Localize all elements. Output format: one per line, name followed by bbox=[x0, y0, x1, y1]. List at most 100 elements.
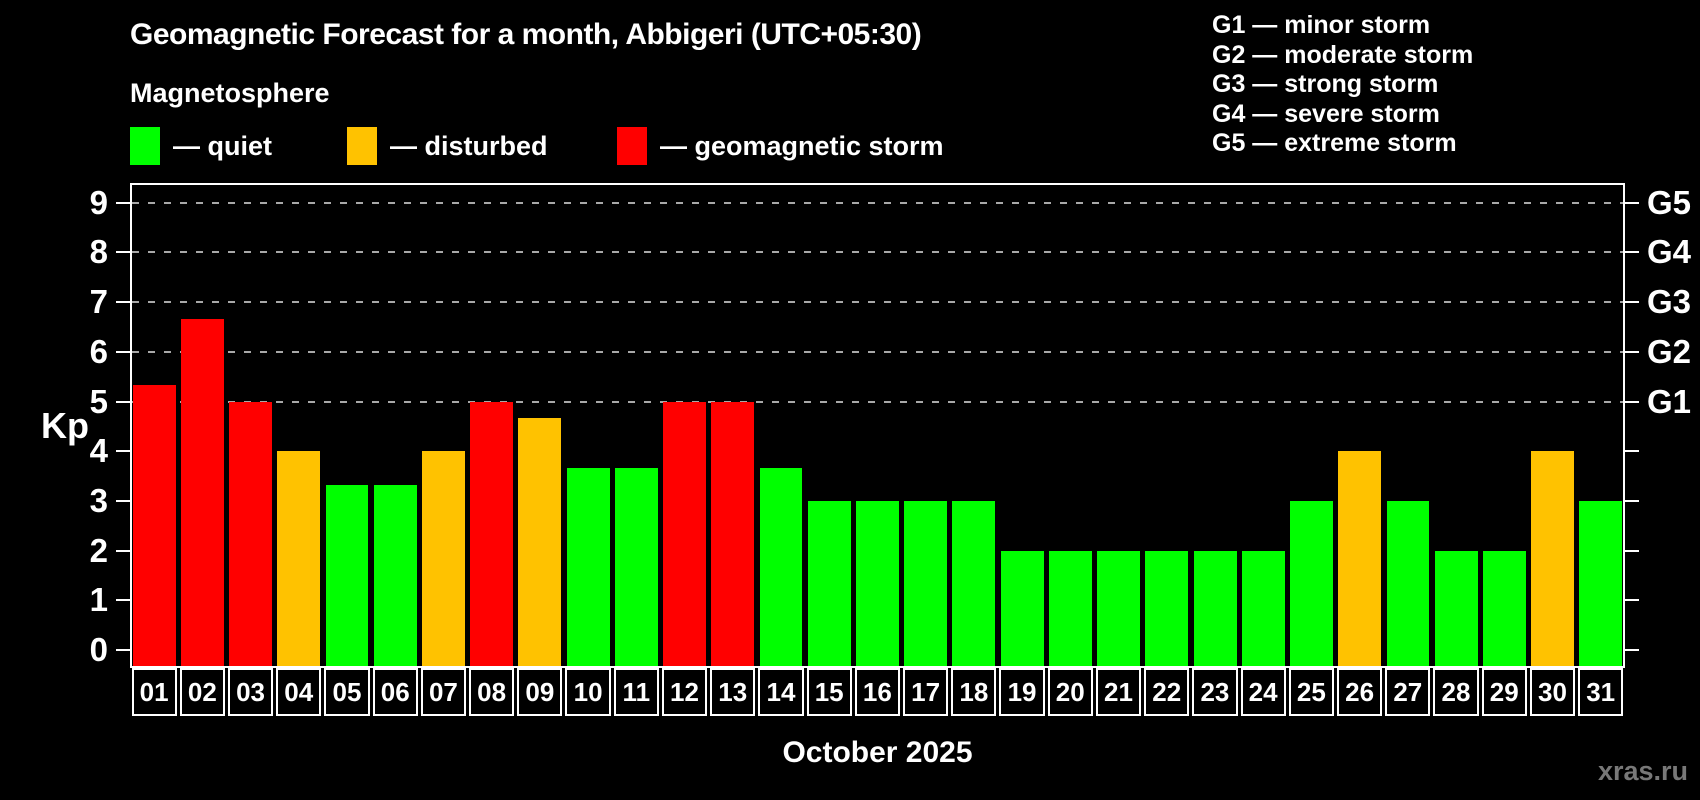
kp-bar-day-11 bbox=[614, 467, 658, 666]
y-tick-left-8 bbox=[116, 251, 130, 254]
y-axis-title: Kp bbox=[41, 405, 89, 446]
kp-bar-day-07 bbox=[422, 451, 465, 666]
day-cell-10: 10 bbox=[565, 668, 611, 716]
gridline-kp9 bbox=[132, 201, 1623, 204]
y-tick-left-5 bbox=[116, 400, 130, 403]
right-axis-label-g5: G5 bbox=[1647, 183, 1692, 221]
y-tick-left-4 bbox=[116, 450, 130, 453]
day-cell-25: 25 bbox=[1288, 668, 1334, 716]
day-cell-14: 14 bbox=[758, 668, 804, 716]
g-legend-line-4: G4 — severe storm bbox=[1212, 99, 1440, 128]
plot-area bbox=[130, 183, 1625, 668]
y-tick-right-2 bbox=[1625, 549, 1639, 552]
storm-color-swatch bbox=[617, 127, 647, 165]
kp-bar-day-06 bbox=[373, 484, 417, 666]
kp-bar-day-23 bbox=[1193, 550, 1237, 666]
y-tick-label-9: 9 bbox=[89, 183, 108, 221]
right-axis-label-g3: G3 bbox=[1647, 283, 1692, 321]
day-cell-23: 23 bbox=[1192, 668, 1238, 716]
day-cell-09: 09 bbox=[517, 668, 563, 716]
kp-bar-day-03 bbox=[229, 401, 272, 666]
right-axis-label-g2: G2 bbox=[1647, 332, 1692, 370]
kp-bar-day-31 bbox=[1579, 500, 1623, 666]
legend-item-quiet: — quiet bbox=[130, 124, 272, 168]
day-cell-24: 24 bbox=[1240, 668, 1286, 716]
kp-bar-day-30 bbox=[1531, 451, 1575, 666]
y-tick-right-6 bbox=[1625, 350, 1639, 353]
right-axis-label-g4: G4 bbox=[1647, 233, 1692, 271]
y-tick-left-6 bbox=[116, 350, 130, 353]
day-cell-19: 19 bbox=[999, 668, 1045, 716]
y-tick-right-5 bbox=[1625, 400, 1639, 403]
legend-item-storm: — geomagnetic storm bbox=[617, 124, 944, 168]
kp-bar-day-18 bbox=[952, 500, 996, 666]
y-tick-left-1 bbox=[116, 599, 130, 602]
kp-status-legend: — quiet — disturbed — geomagnetic storm bbox=[0, 124, 1700, 168]
day-cell-13: 13 bbox=[710, 668, 756, 716]
kp-bar-day-21 bbox=[1097, 550, 1141, 666]
day-cell-27: 27 bbox=[1385, 668, 1431, 716]
kp-bar-day-29 bbox=[1482, 550, 1526, 666]
kp-bar-day-20 bbox=[1048, 550, 1092, 666]
watermark: xras.ru bbox=[1597, 756, 1688, 786]
y-tick-label-2: 2 bbox=[89, 531, 108, 569]
y-tick-label-0: 0 bbox=[89, 631, 108, 668]
kp-bar-day-04 bbox=[277, 451, 321, 666]
y-tick-right-0 bbox=[1625, 649, 1639, 651]
quiet-color-swatch bbox=[130, 127, 160, 165]
y-tick-right-1 bbox=[1625, 599, 1639, 602]
kp-bar-day-08 bbox=[470, 401, 514, 666]
kp-bar-day-09 bbox=[518, 417, 562, 666]
kp-bar-day-10 bbox=[566, 467, 610, 666]
kp-bar-day-05 bbox=[325, 484, 369, 666]
day-cell-31: 31 bbox=[1578, 668, 1624, 716]
gridline-kp8 bbox=[132, 251, 1623, 254]
g-legend-line-1: G1 — minor storm bbox=[1212, 11, 1431, 39]
y-tick-right-8 bbox=[1625, 251, 1639, 254]
gridline-kp5 bbox=[132, 400, 1623, 403]
day-cell-18: 18 bbox=[951, 668, 997, 716]
day-cell-21: 21 bbox=[1095, 668, 1142, 716]
magnetosphere-label: Magnetosphere bbox=[130, 78, 330, 108]
kp-bar-day-19 bbox=[1000, 550, 1044, 666]
right-axis-label-g1: G1 bbox=[1647, 382, 1692, 420]
kp-bar-day-27 bbox=[1386, 500, 1430, 666]
kp-bar-day-16 bbox=[856, 500, 899, 666]
y-tick-right-7 bbox=[1625, 301, 1639, 304]
legend-label-quiet: — quiet bbox=[173, 130, 272, 161]
g-legend-line-3: G3 — strong storm bbox=[1212, 70, 1439, 98]
y-tick-label-6: 6 bbox=[89, 332, 108, 370]
chart-title: Geomagnetic Forecast for a month, Abbige… bbox=[130, 18, 922, 51]
y-tick-label-7: 7 bbox=[89, 283, 108, 321]
y-tick-right-3 bbox=[1625, 499, 1639, 502]
kp-bar-day-26 bbox=[1338, 451, 1382, 666]
kp-bar-day-01 bbox=[132, 385, 176, 666]
g-legend-line-2: G2 — moderate storm bbox=[1212, 40, 1474, 69]
y-tick-right-9 bbox=[1625, 201, 1639, 204]
day-cell-16: 16 bbox=[854, 668, 900, 716]
day-cell-22: 22 bbox=[1144, 668, 1190, 716]
y-tick-label-3: 3 bbox=[89, 481, 108, 519]
kp-bar-day-02 bbox=[180, 318, 224, 666]
y-tick-left-9 bbox=[116, 201, 130, 204]
y-tick-left-0 bbox=[116, 649, 130, 651]
kp-bar-day-22 bbox=[1145, 550, 1189, 666]
day-cell-11: 11 bbox=[613, 668, 659, 716]
day-cell-26: 26 bbox=[1336, 668, 1383, 716]
gridline-kp6 bbox=[132, 350, 1623, 353]
kp-bar-day-13 bbox=[711, 401, 755, 666]
y-tick-label-4: 4 bbox=[89, 432, 108, 470]
day-cell-03: 03 bbox=[227, 668, 274, 716]
x-axis-title: October 2025 bbox=[782, 736, 973, 769]
disturbed-color-swatch bbox=[347, 127, 377, 165]
kp-bar-day-14 bbox=[759, 467, 803, 666]
day-cell-01: 01 bbox=[131, 668, 177, 716]
day-cell-29: 29 bbox=[1481, 668, 1527, 716]
g-scale-legend: G1 — minor storm G2 — moderate storm G3 — … bbox=[1212, 11, 1473, 159]
y-tick-right-4 bbox=[1625, 450, 1639, 453]
day-cell-28: 28 bbox=[1433, 668, 1479, 716]
y-tick-left-2 bbox=[116, 549, 130, 552]
day-cell-30: 30 bbox=[1529, 668, 1576, 716]
kp-bar-day-15 bbox=[807, 500, 851, 666]
